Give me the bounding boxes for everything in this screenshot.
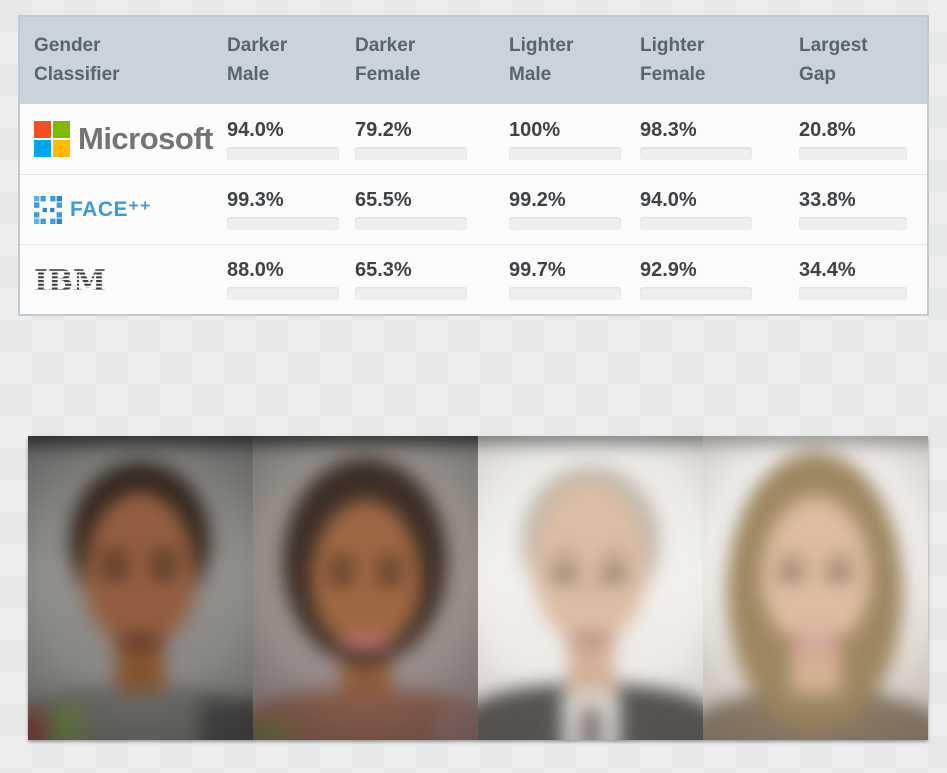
average-face-darker-male	[28, 436, 253, 740]
cell-lighter-male: 100%	[509, 119, 640, 160]
cell-darker-female: 79.2%	[355, 119, 509, 160]
header-line: Lighter	[640, 35, 705, 56]
bar-track	[355, 146, 467, 160]
bar-track	[640, 146, 752, 160]
bar-track	[227, 287, 339, 300]
col-header-lighter-male: Lighter Male	[509, 32, 640, 89]
bar-track	[640, 217, 752, 230]
cell-darker-male: 99.3%	[227, 189, 355, 230]
cell-darker-female: 65.5%	[355, 189, 509, 230]
cell-largest-gap: 34.4%	[799, 259, 927, 300]
bar-track	[509, 146, 621, 160]
microsoft-logo-text: Microsoft	[78, 121, 214, 156]
microsoft-logo: Microsoft	[34, 121, 227, 157]
percent-value: 100%	[509, 118, 561, 141]
facepp-logo-icon	[34, 195, 62, 224]
col-header-lighter-female: Lighter Female	[640, 32, 799, 89]
percent-value: 20.8%	[799, 118, 856, 141]
header-line: Male	[509, 63, 552, 85]
average-face-darker-female	[253, 436, 478, 740]
header-line: Gender	[34, 35, 101, 56]
bar-track	[227, 146, 339, 160]
bar-track	[509, 287, 621, 300]
col-header-largest-gap: Largest Gap	[799, 32, 927, 89]
bar-track	[509, 217, 621, 230]
ibm-logo: IBM	[34, 265, 227, 295]
ibm-logo-text: IBM	[34, 265, 106, 295]
average-faces-image-strip	[28, 436, 928, 740]
header-line: Female	[640, 63, 706, 85]
bar-track	[799, 217, 907, 230]
percent-value: 34.4%	[799, 259, 856, 281]
cell-darker-female: 65.3%	[355, 259, 509, 300]
cell-lighter-female: 92.9%	[640, 259, 799, 300]
facepp-logo: FACE⁺⁺	[34, 195, 227, 224]
percent-value: 65.5%	[355, 189, 412, 211]
bar-track	[355, 217, 467, 230]
table-header-row: Gender Classifier Darker Male Darker Fem…	[20, 17, 927, 104]
header-line: Classifier	[34, 63, 120, 85]
percent-value: 99.2%	[509, 189, 566, 211]
percent-value: 65.3%	[355, 259, 412, 281]
percent-value: 94.0%	[640, 189, 697, 211]
header-line: Largest	[799, 35, 868, 56]
cell-largest-gap: 20.8%	[799, 119, 927, 160]
percent-value: 33.8%	[799, 189, 856, 211]
percent-value: 92.9%	[640, 259, 697, 281]
bar-track	[355, 287, 467, 300]
percent-value: 79.2%	[355, 118, 412, 141]
average-face-lighter-female	[703, 436, 928, 740]
table-row-ibm: IBM 88.0% 65.3% 99.7% 92.9% 34.4%	[20, 244, 927, 314]
percent-value: 98.3%	[640, 118, 697, 141]
cell-darker-male: 94.0%	[227, 119, 355, 160]
cell-lighter-female: 98.3%	[640, 119, 799, 160]
cell-lighter-male: 99.2%	[509, 189, 640, 230]
ibm-logo-icon: IBM	[34, 265, 106, 295]
percent-value: 94.0%	[227, 118, 284, 141]
table-row-facepp: FACE⁺⁺ 99.3% 65.5% 99.2% 94.0% 33.8%	[20, 174, 927, 244]
percent-value: 99.7%	[509, 259, 566, 281]
percent-value: 88.0%	[227, 259, 284, 281]
cell-largest-gap: 33.8%	[799, 189, 927, 230]
bar-track	[227, 217, 339, 230]
header-line: Lighter	[509, 35, 574, 56]
average-face-lighter-male	[478, 436, 703, 740]
header-line: Female	[355, 63, 421, 85]
gender-classifier-table: Gender Classifier Darker Male Darker Fem…	[18, 15, 929, 316]
col-header-darker-female: Darker Female	[355, 32, 509, 89]
header-line: Gap	[799, 63, 836, 85]
cell-darker-male: 88.0%	[227, 259, 355, 300]
microsoft-logo-icon	[34, 121, 70, 157]
facepp-logo-text: FACE⁺⁺	[70, 198, 152, 221]
cell-lighter-male: 99.7%	[509, 259, 640, 300]
header-line: Darker	[227, 35, 288, 56]
percent-value: 99.3%	[227, 189, 284, 211]
bar-track	[799, 287, 907, 300]
col-header-darker-male: Darker Male	[227, 32, 355, 89]
table-row-microsoft: Microsoft 94.0% 79.2% 100% 98.3% 20.8%	[20, 104, 927, 174]
bar-track	[799, 146, 907, 160]
bar-track	[640, 287, 752, 300]
header-line: Male	[227, 63, 270, 85]
header-line: Darker	[355, 35, 416, 56]
cell-lighter-female: 94.0%	[640, 189, 799, 230]
col-header-gender-classifier: Gender Classifier	[34, 32, 227, 89]
